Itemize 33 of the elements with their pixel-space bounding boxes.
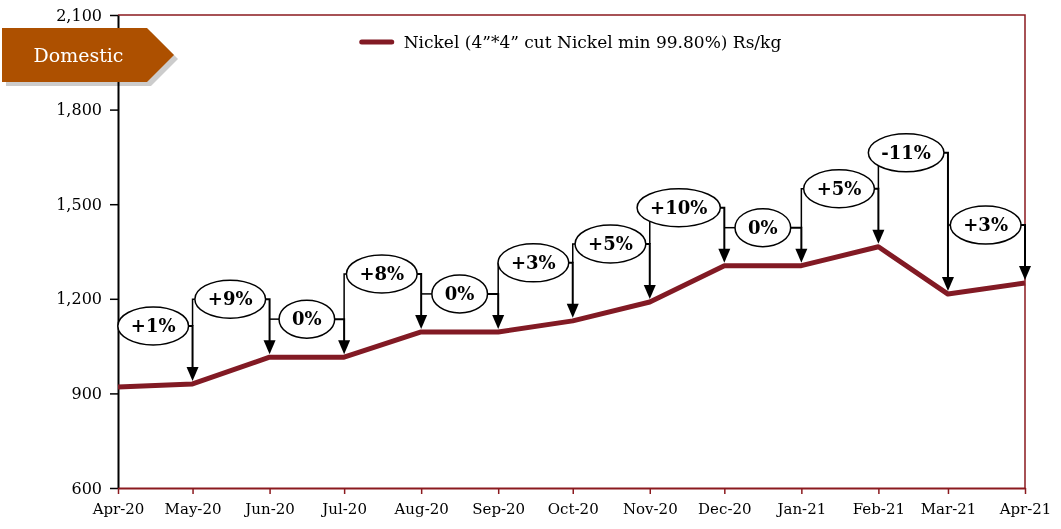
annotation: +9%: [207, 288, 253, 310]
x-tick-label: Apr-21: [998, 499, 1052, 518]
x-tick-label: Apr-20: [91, 499, 145, 518]
y-tick-label: 900: [71, 384, 102, 404]
x-tick-label: Jun-20: [243, 499, 295, 518]
annotation: +5%: [816, 178, 862, 200]
y-tick-label: 1,500: [56, 194, 102, 214]
y-tick-label: 2,100: [56, 5, 102, 25]
x-tick-label: Sep-20: [472, 499, 526, 518]
x-tick-label: May-20: [164, 499, 222, 518]
x-tick-label: Oct-20: [547, 499, 599, 518]
x-tick-label: Jul-20: [320, 499, 367, 518]
y-tick-label: 1,800: [56, 100, 102, 120]
annotation: 0%: [748, 216, 778, 238]
annotation: 0%: [444, 283, 475, 305]
y-tick-label: 1,200: [56, 289, 102, 309]
annotation: 0%: [292, 308, 322, 330]
annotation: +8%: [359, 263, 405, 285]
x-tick-label: Aug-20: [393, 499, 449, 518]
x-tick-label: Jan-21: [775, 499, 827, 518]
annotation: +3%: [963, 214, 1008, 236]
annotation: +3%: [511, 252, 556, 274]
legend-label: Nickel (4”*4” cut Nickel min 99.80%) Rs/kg: [403, 31, 782, 52]
annotation: -11%: [881, 142, 931, 164]
x-tick-label: Dec-20: [698, 499, 752, 518]
text: Domestic: [33, 43, 124, 66]
x-tick-label: Mar-21: [920, 499, 977, 518]
x-tick-label: Feb-21: [852, 499, 906, 518]
annotation: +5%: [588, 233, 633, 255]
annotation: +10%: [650, 196, 708, 218]
x-tick-label: Nov-20: [622, 499, 678, 518]
y-tick-label: 600: [71, 478, 102, 498]
annotation: +1%: [130, 315, 176, 337]
